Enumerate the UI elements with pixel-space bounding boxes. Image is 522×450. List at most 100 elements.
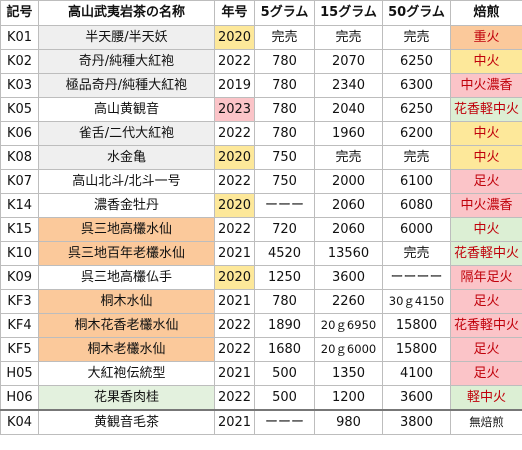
price-15g-cell: 2040 <box>314 97 383 122</box>
price-5g-cell: 1680 <box>254 337 315 362</box>
code-cell: K07 <box>0 169 39 194</box>
name-cell: 極品奇丹/純種大紅袍 <box>38 73 215 98</box>
price-50g-cell: 3600 <box>382 385 451 411</box>
header-row: 記号 高山武夷岩茶の名称 年号 5グラム 15グラム 50グラム 焙煎 <box>0 0 522 26</box>
price-15g-cell: 2060 <box>314 193 383 218</box>
roast-cell: 花香軽中火 <box>450 97 522 122</box>
price-15g-cell: 1960 <box>314 121 383 146</box>
roast-cell: 無焙煎 <box>450 409 522 435</box>
name-cell: 花果香肉桂 <box>38 385 215 411</box>
roast-cell: 足火 <box>450 361 522 386</box>
header-roast: 焙煎 <box>450 0 522 26</box>
price-50g-cell: ーーーー <box>382 265 451 290</box>
price-5g-cell: 500 <box>254 361 315 386</box>
price-50g-cell: 15800 <box>382 337 451 362</box>
price-5g-cell: 780 <box>254 289 315 314</box>
table-row: K02 奇丹/純種大紅袍 2022 780 2070 6250 中火 <box>0 49 522 74</box>
year-cell: 2022 <box>214 217 255 242</box>
price-15g-cell: 20ｇ6950 <box>314 313 383 338</box>
table-row: K06 雀舌/二代大紅袍 2022 780 1960 6200 中火 <box>0 121 522 146</box>
year-cell: 2022 <box>214 121 255 146</box>
year-cell: 2020 <box>214 265 255 290</box>
price-15g-cell: 2060 <box>314 217 383 242</box>
price-15g-cell: 1350 <box>314 361 383 386</box>
price-50g-cell: 完売 <box>382 145 451 170</box>
price-5g-cell: 780 <box>254 97 315 122</box>
name-cell: 高山黄観音 <box>38 97 215 122</box>
header-code: 記号 <box>0 0 39 26</box>
header-15g: 15グラム <box>314 0 383 26</box>
price-5g-cell: 完売 <box>254 25 315 50</box>
year-cell: 2019 <box>214 73 255 98</box>
code-cell: K15 <box>0 217 39 242</box>
code-cell: H05 <box>0 361 39 386</box>
code-cell: K03 <box>0 73 39 98</box>
price-50g-cell: 3800 <box>382 409 451 435</box>
code-cell: K06 <box>0 121 39 146</box>
price-5g-cell: ーーー <box>254 193 315 218</box>
year-cell: 2022 <box>214 385 255 411</box>
year-cell: 2022 <box>214 337 255 362</box>
year-cell: 2022 <box>214 49 255 74</box>
name-cell: 高山北斗/北斗一号 <box>38 169 215 194</box>
table-row: K03 極品奇丹/純種大紅袍 2019 780 2340 6300 中火濃香 <box>0 73 522 98</box>
header-year: 年号 <box>214 0 255 26</box>
table-row: K04 黄観音毛茶 2021 ーーー 980 3800 無焙煎 <box>0 409 522 435</box>
name-cell: 呉三地百年老欉水仙 <box>38 241 215 266</box>
price-50g-cell: 15800 <box>382 313 451 338</box>
roast-cell: 中火濃香 <box>450 193 522 218</box>
price-15g-cell: 980 <box>314 409 383 435</box>
table-row: K09 呉三地高欉仏手 2020 1250 3600 ーーーー 隔年足火 <box>0 265 522 290</box>
year-cell: 2022 <box>214 313 255 338</box>
roast-cell: 隔年足火 <box>450 265 522 290</box>
name-cell: 奇丹/純種大紅袍 <box>38 49 215 74</box>
price-50g-cell: 6080 <box>382 193 451 218</box>
price-15g-cell: 3600 <box>314 265 383 290</box>
price-5g-cell: 750 <box>254 169 315 194</box>
year-cell: 2022 <box>214 169 255 194</box>
year-cell: 2021 <box>214 409 255 435</box>
code-cell: K01 <box>0 25 39 50</box>
table-row: H05 大紅袍伝統型 2021 500 1350 4100 足火 <box>0 361 522 386</box>
price-5g-cell: 500 <box>254 385 315 411</box>
price-5g-cell: 780 <box>254 73 315 98</box>
price-5g-cell: 4520 <box>254 241 315 266</box>
price-50g-cell: 6200 <box>382 121 451 146</box>
table-row: H06 花果香肉桂 2022 500 1200 3600 軽中火 <box>0 385 522 411</box>
price-50g-cell: 6100 <box>382 169 451 194</box>
price-50g-cell: 完売 <box>382 241 451 266</box>
header-50g: 50グラム <box>382 0 451 26</box>
code-cell: K02 <box>0 49 39 74</box>
price-5g-cell: 720 <box>254 217 315 242</box>
name-cell: 半天腰/半天妖 <box>38 25 215 50</box>
table-row: KF5 桐木老欉水仙 2022 1680 20ｇ6000 15800 足火 <box>0 337 522 362</box>
roast-cell: 中火 <box>450 145 522 170</box>
price-50g-cell: 30ｇ4150 <box>382 289 451 314</box>
roast-cell: 花香軽中火 <box>450 241 522 266</box>
name-cell: 雀舌/二代大紅袍 <box>38 121 215 146</box>
code-cell: KF3 <box>0 289 39 314</box>
table-row: KF4 桐木花香老欉水仙 2022 1890 20ｇ6950 15800 花香軽… <box>0 313 522 338</box>
roast-cell: 中火濃香 <box>450 73 522 98</box>
year-cell: 2023 <box>214 97 255 122</box>
price-50g-cell: 6250 <box>382 97 451 122</box>
name-cell: 桐木花香老欉水仙 <box>38 313 215 338</box>
table-row: K14 濃香金牡丹 2020 ーーー 2060 6080 中火濃香 <box>0 193 522 218</box>
price-5g-cell: 1250 <box>254 265 315 290</box>
price-5g-cell: 750 <box>254 145 315 170</box>
price-15g-cell: 20ｇ6000 <box>314 337 383 362</box>
name-cell: 黄観音毛茶 <box>38 409 215 435</box>
table-row: K07 高山北斗/北斗一号 2022 750 2000 6100 足火 <box>0 169 522 194</box>
name-cell: 大紅袍伝統型 <box>38 361 215 386</box>
price-15g-cell: 2260 <box>314 289 383 314</box>
year-cell: 2020 <box>214 25 255 50</box>
table-row: K05 高山黄観音 2023 780 2040 6250 花香軽中火 <box>0 97 522 122</box>
code-cell: K04 <box>0 409 39 435</box>
roast-cell: 足火 <box>450 289 522 314</box>
code-cell: K14 <box>0 193 39 218</box>
code-cell: K09 <box>0 265 39 290</box>
name-cell: 桐木水仙 <box>38 289 215 314</box>
year-cell: 2020 <box>214 193 255 218</box>
year-cell: 2021 <box>214 241 255 266</box>
year-cell: 2021 <box>214 289 255 314</box>
